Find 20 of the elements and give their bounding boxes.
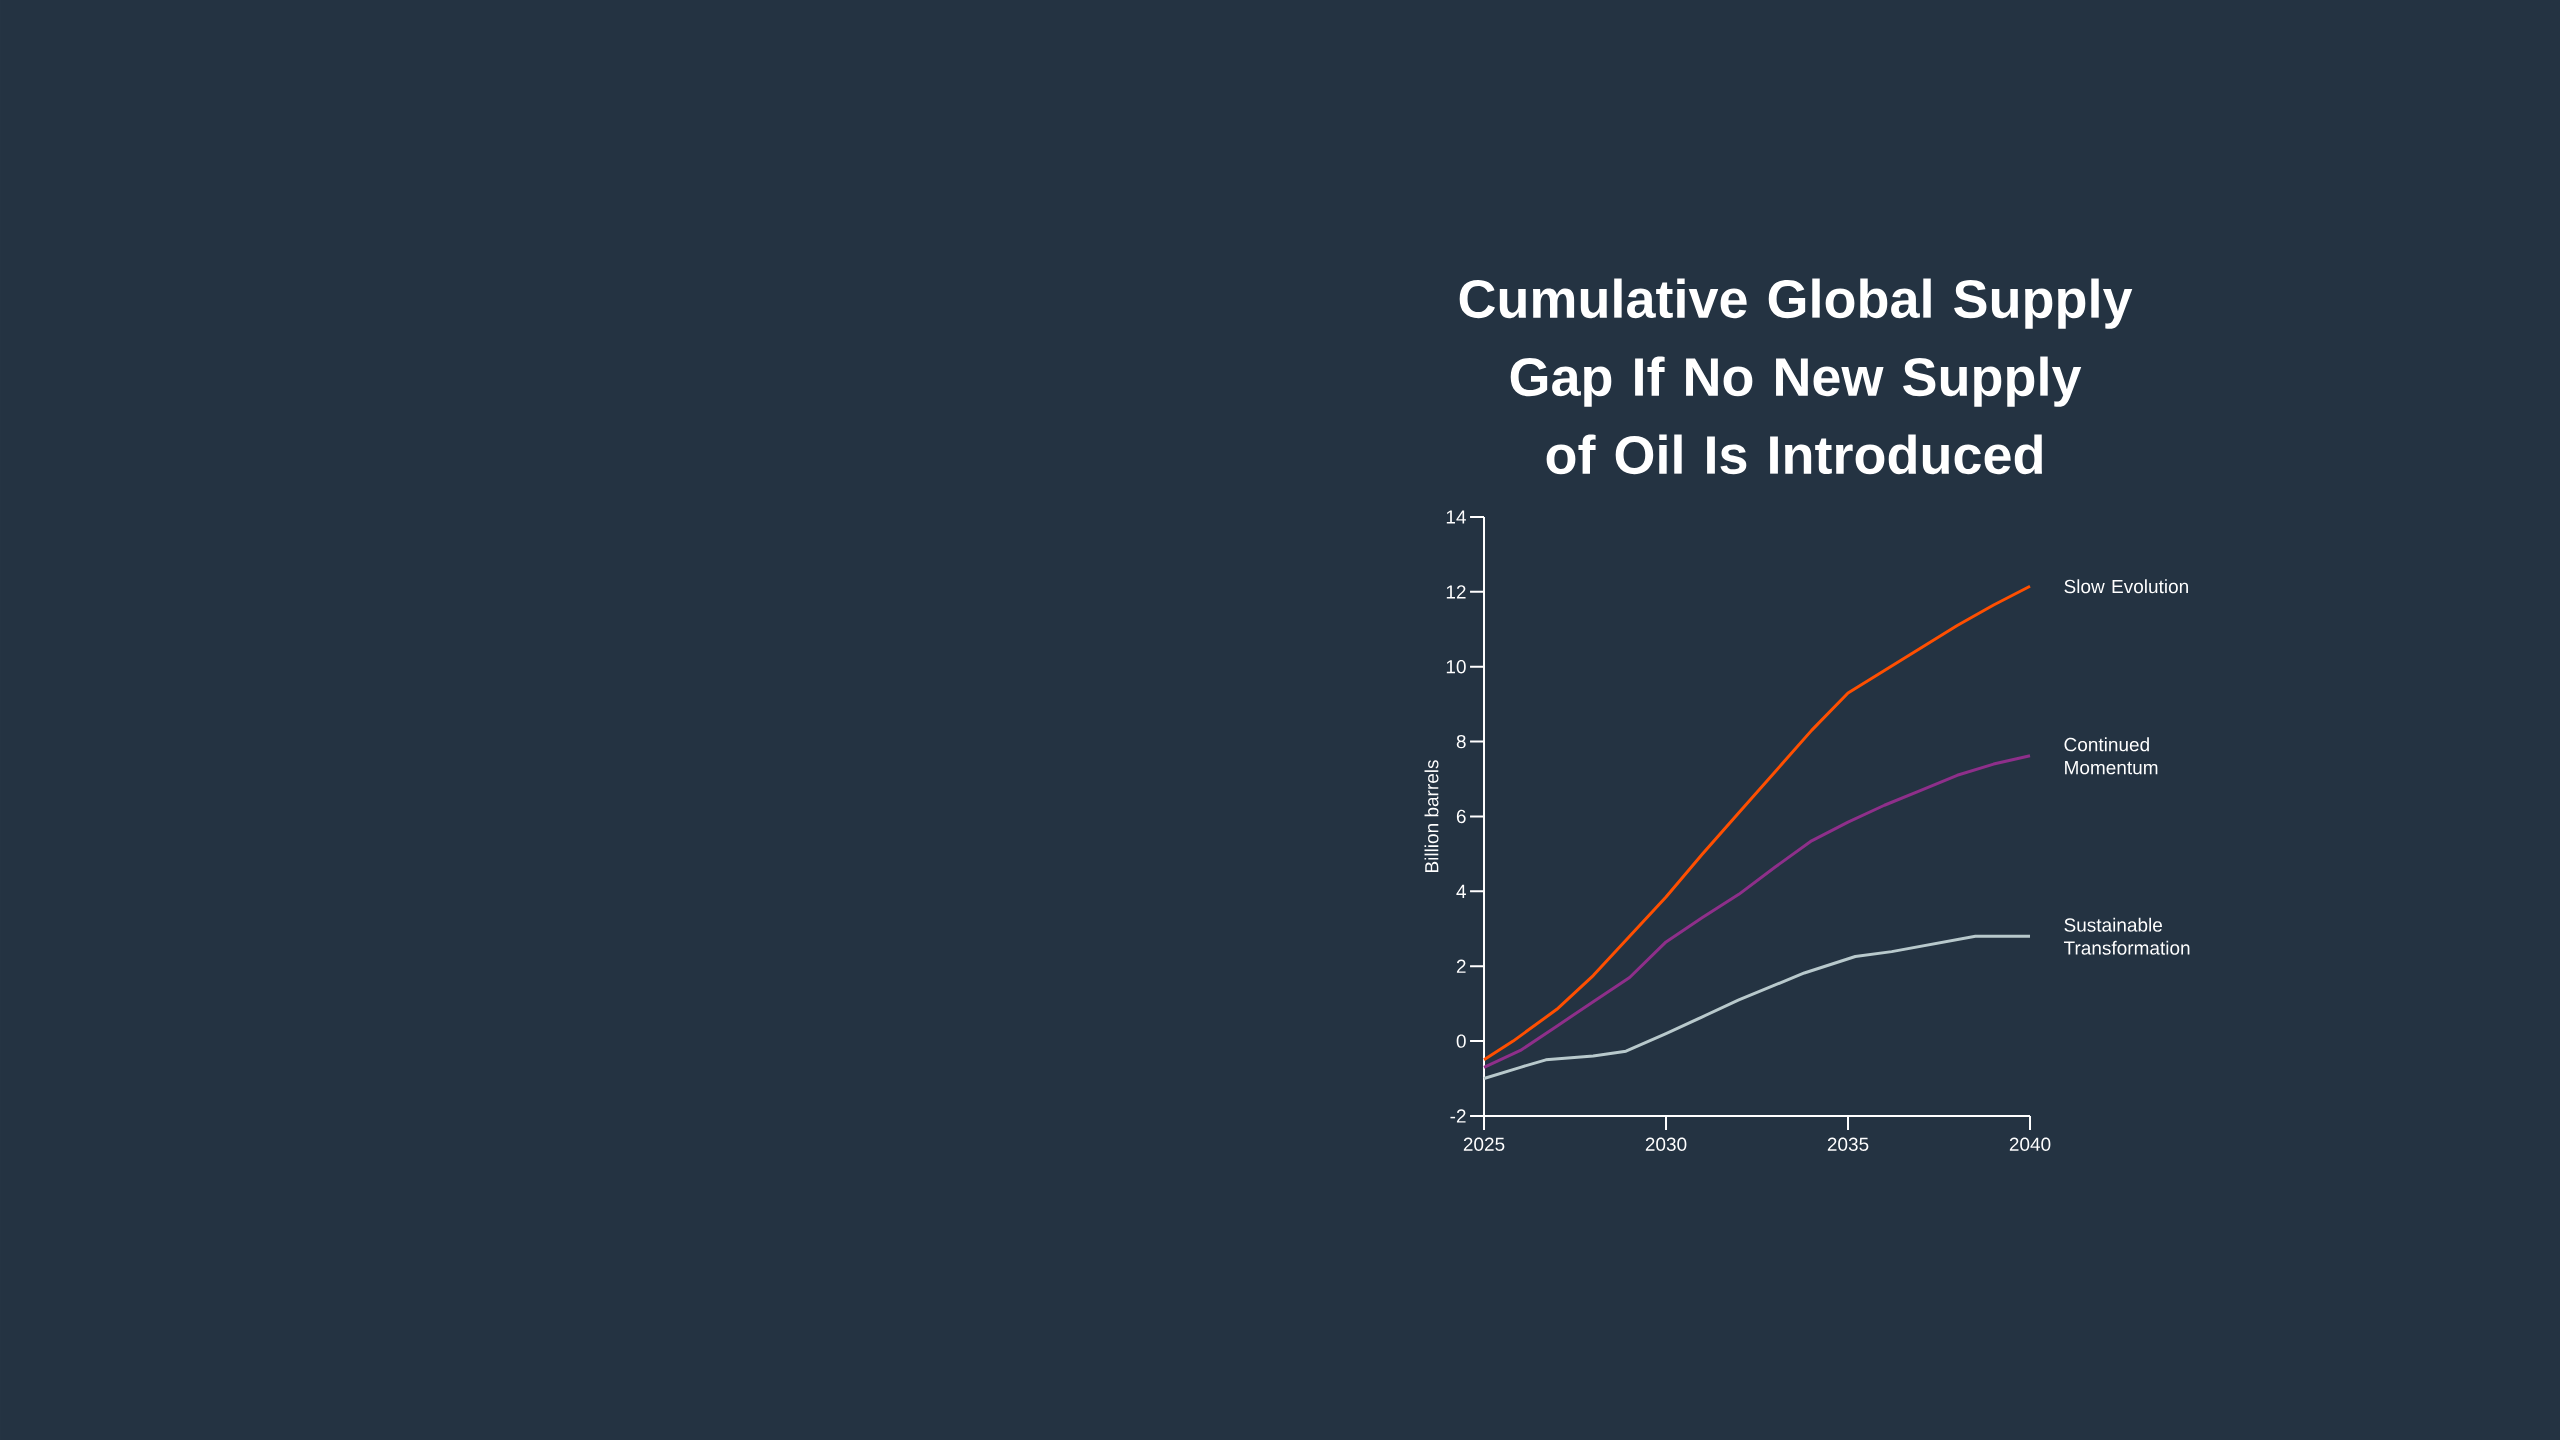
y-tick-label: 8	[1456, 734, 1466, 749]
x-tick-label: 2040	[2009, 1137, 2051, 1151]
y-tick-label: 10	[1446, 660, 1466, 674]
y-tick-label: 4	[1456, 884, 1466, 898]
y-axis-title: Billion barrels	[1424, 760, 1439, 872]
line-series	[1482, 934, 2032, 1081]
series-label: Sustainable Transformation	[2063, 917, 2190, 955]
x-tick-label: 2025	[1463, 1137, 1505, 1151]
y-tick-label: 14	[1446, 510, 1466, 524]
series-label: Slow Evolution	[2064, 579, 2188, 594]
y-tick-label: 12	[1446, 585, 1466, 599]
y-tick-label: -2	[1450, 1109, 1466, 1123]
chart-title: Cumulative Global Supply Gap If No New Supply of Oil Is Introduced	[1459, 278, 2133, 475]
y-tick-label: 0	[1456, 1034, 1466, 1048]
x-tick-label: 2030	[1645, 1137, 1687, 1151]
line-series	[1482, 754, 2032, 1069]
series-label: Continued Momentum	[2064, 737, 2158, 775]
x-tick-label: 2035	[1827, 1137, 1869, 1151]
y-tick-label: 6	[1456, 809, 1466, 824]
y-tick-label: 2	[1456, 959, 1466, 973]
